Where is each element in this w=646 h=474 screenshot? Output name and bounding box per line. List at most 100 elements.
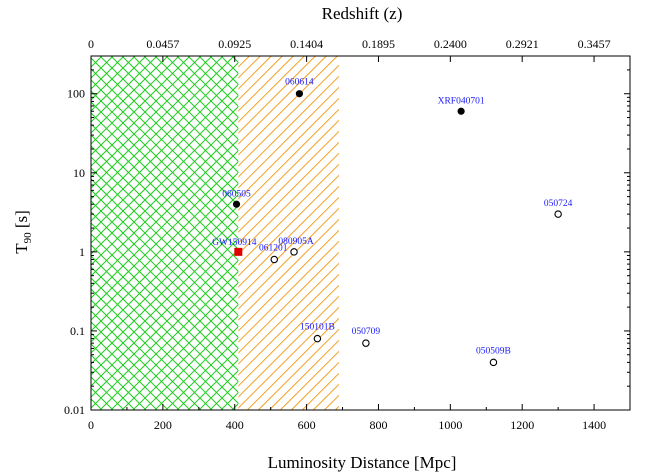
x-tick-label: 1200 [510,418,534,432]
hatch-line [335,56,646,410]
hatch-line [320,56,646,410]
hatch-line [441,56,646,410]
top-tick-label: 0.2921 [506,37,539,51]
point-150101B [314,335,320,341]
hatch-line [236,56,590,410]
hatch-line [309,56,646,410]
y-tick-label: 0.1 [70,324,85,338]
hatch-line [210,56,564,410]
point-label-061201: 061201 [259,244,288,254]
hatch-line [291,56,645,410]
hatch-line [221,56,575,410]
hatch-line [276,56,630,410]
hatch-line [595,56,646,410]
hatch-line [562,56,646,410]
hatch-line [254,56,608,410]
hatch-line [379,56,646,410]
hatch-line [401,56,646,410]
hatch-line [375,56,646,410]
hatch-line [467,56,646,410]
hatch-line [0,56,227,410]
hatch-line [265,56,619,410]
hatch-line [320,56,646,410]
hatch-line [0,56,293,410]
top-tick-label: 0.0925 [218,37,251,51]
top-tick-label: 0.2400 [434,37,467,51]
hatch-line [507,56,646,410]
plot-frame [91,56,630,410]
point-060614 [296,90,303,97]
hatch-line [115,56,469,410]
hatch-line [533,56,646,410]
hatch-line [269,56,623,410]
hatch-line [544,56,646,410]
hatch-line [324,56,646,410]
x-tick-label: 0 [88,418,94,432]
hatch-line [474,56,646,410]
y-axis-title-unit: [s] [12,210,31,232]
hatch-line [254,56,608,410]
point-label-050709: 050709 [352,327,381,337]
hatch-line [500,56,646,410]
x-tick-label: 1400 [582,418,606,432]
shaded-regions [0,56,646,410]
hatch-line [452,56,646,410]
point-060505 [233,201,240,208]
hatch-line [342,56,646,410]
hatch-line [419,56,646,410]
shaded-region-2 [0,56,646,410]
point-050509B [490,359,496,365]
hatch-line [137,56,491,410]
hatch-line [287,56,641,410]
hatch-line [573,56,646,410]
hatch-line [210,56,564,410]
point-label-XRF040701: XRF040701 [438,96,485,106]
x-tick-label: 200 [154,418,172,432]
hatch-line [496,56,646,410]
y-tick-label: 0.01 [64,403,85,417]
hatch-line [0,56,249,410]
hatch-line [357,56,646,410]
hatch-line [0,56,256,410]
hatch-line [529,56,646,410]
y-tick-labels: 0.010.1110100 [64,87,85,417]
hatch-line [573,56,646,410]
hatch-line [199,56,553,410]
hatch-line [584,56,646,410]
hatch-line [0,56,256,410]
hatch-line [309,56,646,410]
hatch-line [225,56,579,410]
hatch-line [584,56,646,410]
hatch-line [34,56,388,410]
hatch-line [423,56,646,410]
point-XRF040701 [458,108,465,115]
x-tick-labels: 0 200 400 600 800 1000 1200 1400 [88,418,606,432]
hatch-line [221,56,575,410]
point-050724 [555,211,561,217]
hatch-line [507,56,646,410]
hatch-line [192,56,546,410]
point-050709 [363,340,369,346]
hatch-line [386,56,646,410]
x-axis-title: Luminosity Distance [Mpc] [268,453,457,472]
hatch-line [621,56,646,410]
point-061201 [271,256,277,262]
hatch-line [551,56,646,410]
hatch-line [353,56,646,410]
hatch-line [478,56,646,410]
hatch-line [247,56,601,410]
hatch-line [485,56,646,410]
hatch-line [258,56,612,410]
x-tick-label: 800 [369,418,387,432]
hatch-line [71,56,425,410]
hatch-line [412,56,646,410]
hatch-line [397,56,646,410]
hatch-line [82,56,436,410]
point-080905A [291,249,297,255]
top-tick-label: 0.3457 [578,37,611,51]
hatch-line [93,56,447,410]
y-tick-label: 100 [67,87,85,101]
hatch-line [346,56,646,410]
hatch-line [60,56,414,410]
hatch-line [419,56,646,410]
